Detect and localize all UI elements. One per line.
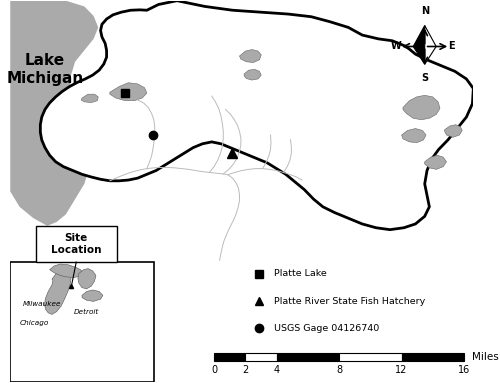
Text: USGS Gage 04126740: USGS Gage 04126740 — [274, 324, 380, 333]
Polygon shape — [402, 129, 426, 142]
Polygon shape — [413, 26, 424, 64]
Text: Detroit: Detroit — [74, 309, 100, 315]
Polygon shape — [50, 264, 84, 277]
Bar — [246, 353, 276, 361]
Bar — [214, 353, 246, 361]
Text: 4: 4 — [274, 365, 280, 375]
Text: Site
Location: Site Location — [51, 233, 102, 255]
Text: 2: 2 — [242, 365, 248, 375]
Text: E: E — [448, 41, 454, 51]
Text: 16: 16 — [458, 365, 470, 375]
Polygon shape — [424, 26, 436, 64]
Polygon shape — [81, 94, 98, 103]
Polygon shape — [403, 95, 440, 120]
Polygon shape — [110, 83, 147, 101]
Polygon shape — [444, 125, 462, 137]
Polygon shape — [78, 268, 96, 289]
Text: Platte Lake: Platte Lake — [274, 269, 327, 278]
Text: N: N — [420, 6, 429, 16]
Bar — [10, 262, 154, 382]
Polygon shape — [244, 69, 261, 80]
Polygon shape — [82, 290, 103, 301]
Polygon shape — [10, 1, 98, 226]
Text: S: S — [421, 73, 428, 83]
Polygon shape — [40, 1, 474, 230]
Text: 0: 0 — [211, 365, 217, 375]
Text: W: W — [391, 41, 402, 51]
Text: Lake
Michigan: Lake Michigan — [6, 52, 84, 86]
Text: Chicago: Chicago — [20, 320, 49, 326]
Bar — [276, 353, 339, 361]
Text: Milwaukee: Milwaukee — [23, 301, 62, 307]
Polygon shape — [44, 268, 72, 314]
Text: 8: 8 — [336, 365, 342, 375]
Polygon shape — [424, 155, 446, 169]
Text: 12: 12 — [396, 365, 407, 375]
Text: Miles: Miles — [472, 352, 499, 362]
Bar — [339, 353, 402, 361]
Bar — [36, 226, 117, 262]
Text: Platte River State Fish Hatchery: Platte River State Fish Hatchery — [274, 296, 426, 306]
Bar — [402, 353, 464, 361]
Polygon shape — [240, 49, 261, 62]
